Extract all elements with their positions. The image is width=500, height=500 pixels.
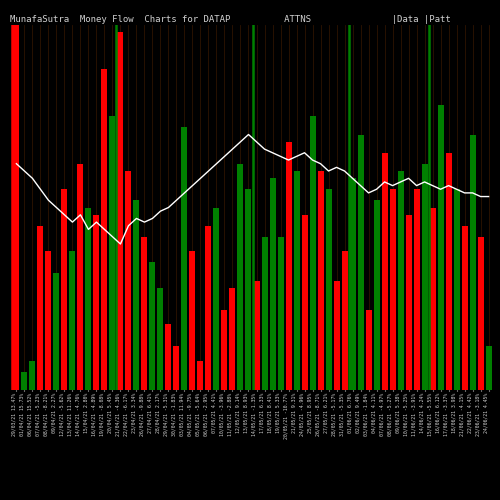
- Bar: [158, 288, 164, 390]
- Bar: [374, 200, 380, 390]
- Bar: [222, 310, 228, 390]
- Bar: [398, 171, 404, 390]
- Bar: [62, 189, 68, 390]
- Bar: [262, 236, 268, 390]
- Bar: [342, 252, 347, 390]
- Bar: [86, 208, 91, 390]
- Bar: [254, 280, 260, 390]
- Bar: [238, 164, 244, 390]
- Bar: [334, 280, 340, 390]
- Bar: [102, 69, 107, 390]
- Bar: [206, 226, 212, 390]
- Bar: [382, 153, 388, 390]
- Bar: [174, 346, 180, 390]
- Bar: [54, 273, 60, 390]
- Bar: [294, 171, 300, 390]
- Bar: [190, 252, 196, 390]
- Bar: [198, 361, 203, 390]
- Bar: [430, 208, 436, 390]
- Bar: [150, 262, 156, 390]
- Bar: [30, 361, 36, 390]
- Bar: [302, 215, 308, 390]
- Bar: [454, 189, 460, 390]
- Bar: [390, 189, 396, 390]
- Bar: [118, 32, 124, 390]
- Bar: [422, 164, 428, 390]
- Bar: [110, 116, 116, 390]
- Bar: [78, 164, 84, 390]
- Bar: [134, 200, 140, 390]
- Bar: [414, 189, 420, 390]
- Bar: [22, 372, 28, 390]
- Bar: [166, 324, 172, 390]
- Bar: [182, 127, 188, 390]
- Bar: [126, 171, 132, 390]
- Text: MunafaSutra  Money Flow  Charts for DATAP          ATTNS               |Data |Pa: MunafaSutra Money Flow Charts for DATAP …: [10, 15, 451, 24]
- Bar: [246, 189, 252, 390]
- Bar: [14, 25, 20, 390]
- Bar: [70, 252, 75, 390]
- Bar: [38, 226, 44, 390]
- Bar: [350, 178, 356, 390]
- Bar: [142, 236, 148, 390]
- Bar: [310, 116, 316, 390]
- Bar: [214, 208, 220, 390]
- Bar: [326, 189, 332, 390]
- Bar: [462, 226, 468, 390]
- Bar: [94, 215, 100, 390]
- Bar: [46, 252, 52, 390]
- Bar: [358, 134, 364, 390]
- Bar: [406, 215, 411, 390]
- Bar: [446, 153, 452, 390]
- Bar: [366, 310, 372, 390]
- Bar: [438, 106, 444, 390]
- Bar: [286, 142, 292, 390]
- Bar: [230, 288, 235, 390]
- Bar: [270, 178, 276, 390]
- Bar: [478, 236, 484, 390]
- Bar: [278, 236, 283, 390]
- Bar: [486, 346, 492, 390]
- Bar: [470, 134, 476, 390]
- Bar: [318, 171, 324, 390]
